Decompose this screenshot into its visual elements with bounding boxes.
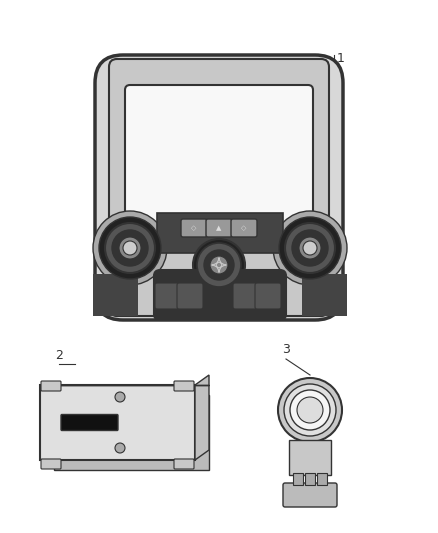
FancyBboxPatch shape (177, 283, 203, 309)
Circle shape (123, 241, 137, 255)
Polygon shape (157, 213, 283, 253)
Circle shape (115, 392, 125, 402)
Circle shape (284, 384, 336, 436)
FancyBboxPatch shape (125, 85, 313, 230)
FancyBboxPatch shape (233, 283, 259, 309)
Circle shape (278, 378, 342, 442)
FancyBboxPatch shape (109, 59, 329, 316)
FancyBboxPatch shape (61, 415, 118, 431)
FancyBboxPatch shape (283, 483, 337, 507)
FancyBboxPatch shape (41, 459, 61, 469)
Bar (302, 274, 347, 316)
Polygon shape (54, 395, 209, 470)
Circle shape (99, 217, 161, 279)
Bar (305, 473, 315, 485)
FancyBboxPatch shape (206, 219, 232, 237)
Bar (317, 473, 327, 485)
Polygon shape (195, 375, 209, 460)
Text: 2: 2 (55, 349, 63, 362)
Circle shape (115, 443, 125, 453)
Text: 3: 3 (282, 343, 290, 356)
FancyBboxPatch shape (231, 219, 257, 237)
FancyBboxPatch shape (174, 459, 194, 469)
FancyBboxPatch shape (181, 219, 207, 237)
Text: ◇: ◇ (241, 225, 247, 231)
Circle shape (299, 237, 321, 259)
Text: ▲: ▲ (216, 225, 222, 231)
Circle shape (285, 223, 335, 273)
FancyBboxPatch shape (255, 283, 281, 309)
Circle shape (193, 239, 245, 291)
Circle shape (297, 397, 323, 423)
FancyBboxPatch shape (95, 55, 343, 320)
Circle shape (292, 230, 328, 266)
FancyBboxPatch shape (155, 283, 181, 309)
Polygon shape (40, 385, 195, 460)
Circle shape (290, 390, 330, 430)
Circle shape (204, 250, 234, 280)
Bar (93, 274, 138, 316)
FancyBboxPatch shape (41, 381, 61, 391)
Circle shape (119, 237, 141, 259)
FancyBboxPatch shape (174, 381, 194, 391)
Bar (125, 230, 313, 238)
Circle shape (273, 211, 347, 285)
Circle shape (105, 223, 155, 273)
Circle shape (210, 256, 228, 274)
FancyBboxPatch shape (154, 270, 286, 320)
Circle shape (303, 241, 317, 255)
Circle shape (112, 230, 148, 266)
Text: 1: 1 (337, 52, 345, 65)
Circle shape (93, 211, 167, 285)
Text: ◇: ◇ (191, 225, 197, 231)
Circle shape (279, 217, 341, 279)
Bar (293, 473, 303, 485)
Circle shape (197, 243, 241, 287)
Bar (289, 440, 331, 475)
